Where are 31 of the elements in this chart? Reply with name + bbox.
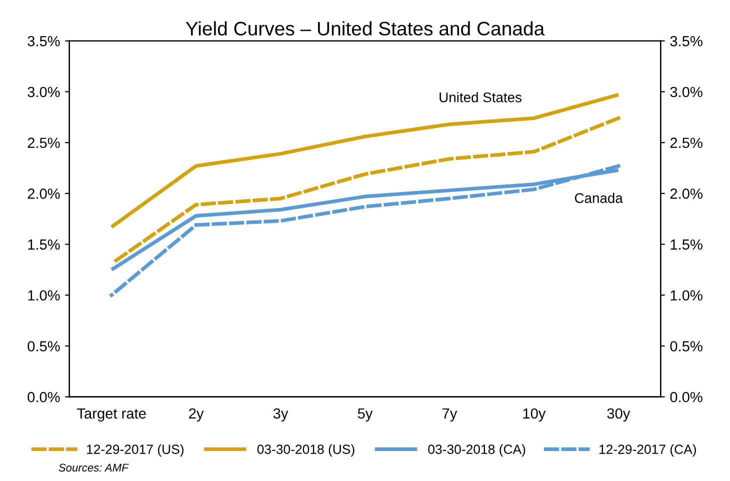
y-tick-label: 3.5% (28, 36, 60, 46)
y2-tick-label: 2.5% (670, 138, 702, 148)
y2-tick-label: 0.0% (670, 392, 702, 402)
annotation: Canada (574, 192, 623, 204)
y-tick-label: 3.0% (28, 86, 60, 98)
x-tick-label: 3y (273, 408, 288, 422)
legend-label: 03-30-2018 (US) (257, 444, 354, 457)
y-tick-label: 2.0% (28, 188, 60, 199)
y-tick-label: 2.5% (28, 138, 60, 148)
y2-tick-label: 2.0% (670, 188, 702, 199)
y2-tick-label: 3.5% (670, 36, 702, 46)
legend-label: 12-29-2017 (CA) (600, 444, 696, 457)
x-tick-label: 7y (442, 408, 458, 422)
y-tick-label: 0.5% (28, 341, 60, 352)
y2-tick-label: 0.5% (670, 341, 702, 352)
y-tick-label: 1.0% (28, 290, 60, 301)
y2-tick-label: 1.5% (670, 239, 702, 250)
y-tick-label: 0.0% (28, 392, 60, 402)
legend-label: 03-30-2018 (CA) (428, 444, 526, 457)
x-tick-label: Target rate (77, 408, 146, 422)
source-note: Sources: AMF (58, 464, 129, 472)
annotation: United States (440, 92, 522, 102)
x-tick-label: 10y (523, 408, 546, 422)
y-tick-label: 1.5% (28, 239, 60, 250)
y2-tick-label: 3.0% (670, 86, 702, 98)
legend-label: 12-29-2017 (US) (87, 444, 184, 457)
x-tick-label: 30y (607, 408, 630, 422)
y2-tick-label: 1.0% (670, 290, 702, 301)
chart-title: Yield Curves – United States and Canada (186, 21, 545, 36)
x-tick-label: 2y (189, 408, 204, 422)
x-tick-label: 5y (358, 408, 373, 422)
